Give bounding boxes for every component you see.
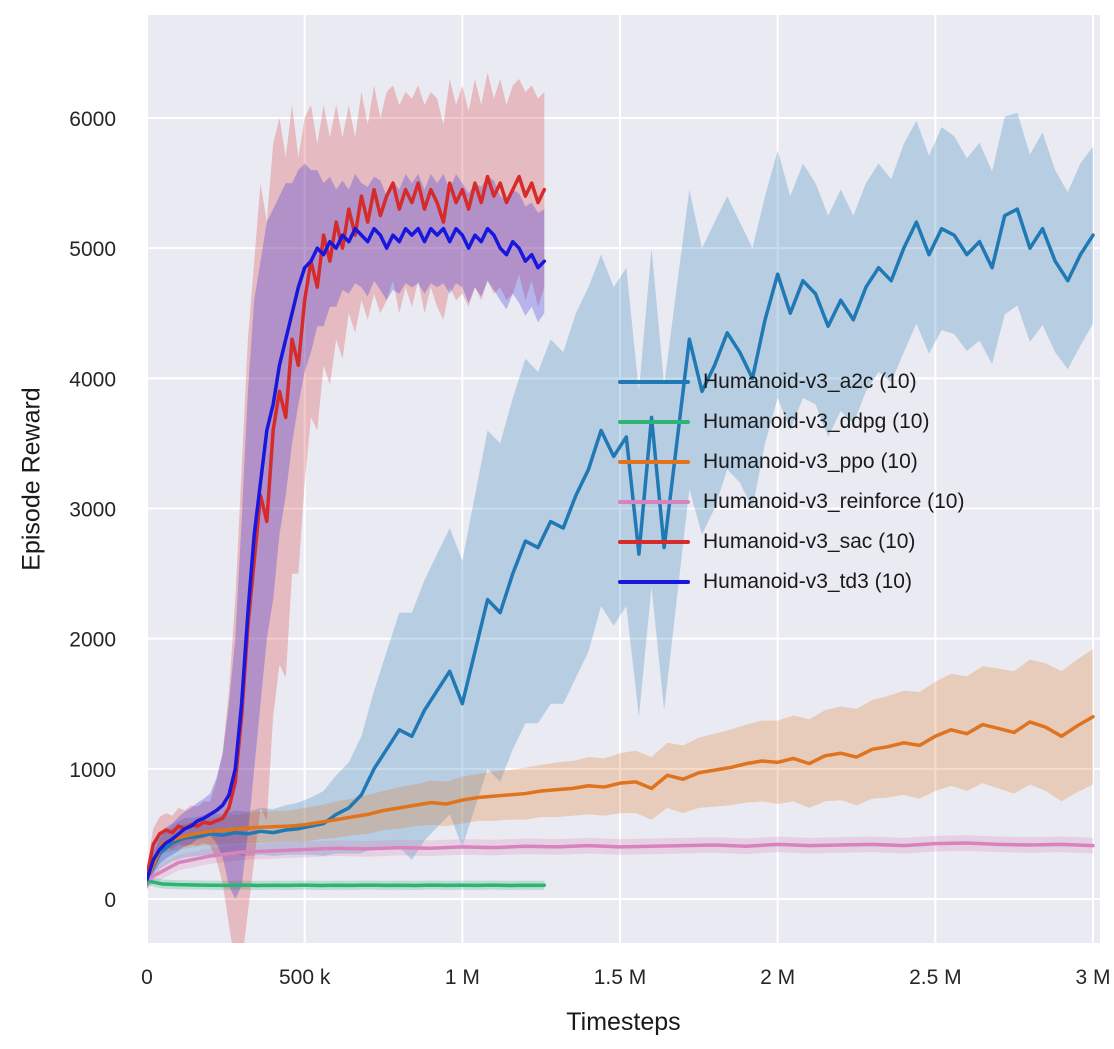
legend-label-sac: Humanoid-v3_sac (10): [703, 530, 916, 553]
x-axis-label: Timesteps: [566, 1008, 681, 1036]
band-td3: [147, 163, 545, 899]
legend-item-a2c: Humanoid-v3_a2c (10): [618, 362, 964, 402]
band-sac: [147, 72, 545, 943]
legend-item-reinforce: Humanoid-v3_reinforce (10): [618, 482, 964, 522]
legend-swatch-a2c: [618, 380, 690, 384]
legend-label-a2c: Humanoid-v3_a2c (10): [703, 370, 917, 393]
plot-background: [147, 15, 1100, 943]
legend-swatch-td3: [618, 580, 690, 584]
legend-item-td3: Humanoid-v3_td3 (10): [618, 562, 964, 602]
legend: Humanoid-v3_a2c (10) Humanoid-v3_ddpg (10…: [618, 362, 964, 602]
legend-label-ddpg: Humanoid-v3_ddpg (10): [703, 410, 930, 433]
legend-swatch-ddpg: [618, 420, 690, 424]
legend-swatch-ppo: [618, 460, 690, 464]
series-line-reinforce: [147, 841, 1095, 882]
y-tick-label: 4000: [69, 368, 116, 391]
y-tick-label: 3000: [69, 499, 116, 522]
x-tick-label: 3 M: [1075, 966, 1110, 989]
legend-label-reinforce: Humanoid-v3_reinforce (10): [703, 490, 965, 513]
series-line-ddpg: [147, 879, 547, 888]
y-axis-label: Episode Reward: [17, 387, 46, 571]
legend-item-ddpg: Humanoid-v3_ddpg (10): [618, 402, 964, 442]
x-tick-label: 1 M: [445, 966, 480, 989]
legend-label-ppo: Humanoid-v3_ppo (10): [703, 450, 918, 473]
series-line-ppo: [147, 715, 1095, 882]
band-ppo: [147, 649, 1093, 888]
y-tick-label: 2000: [69, 629, 116, 652]
x-tick-label: 500 k: [279, 966, 331, 989]
y-tick-label: 1000: [69, 759, 116, 782]
y-tick-label: 0: [104, 889, 116, 912]
legend-swatch-reinforce: [618, 500, 690, 504]
x-tick-label: 1.5 M: [594, 966, 647, 989]
y-tick-label: 6000: [69, 108, 116, 131]
x-tick-label: 2.5 M: [909, 966, 962, 989]
x-tick-label: 2 M: [760, 966, 795, 989]
y-tick-label: 5000: [69, 238, 116, 261]
legend-item-ppo: Humanoid-v3_ppo (10): [618, 442, 964, 482]
series-line-td3: [147, 226, 547, 882]
legend-swatch-sac: [618, 540, 690, 544]
series-line-a2c: [147, 207, 1095, 882]
series-line-sac: [147, 174, 547, 878]
legend-item-sac: Humanoid-v3_sac (10): [618, 522, 964, 562]
legend-label-td3: Humanoid-v3_td3 (10): [703, 570, 912, 593]
x-tick-label: 0: [141, 966, 153, 989]
